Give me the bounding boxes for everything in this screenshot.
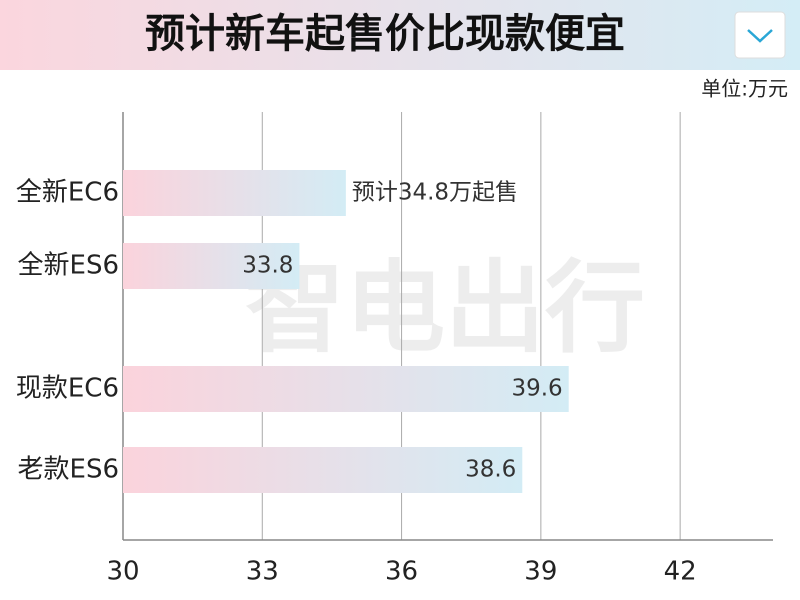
x-tick-label: 33 [246, 557, 279, 587]
watermark: 智电出行 [245, 249, 645, 366]
bar [123, 170, 346, 216]
y-tick-label: 全新EC6 [16, 178, 119, 208]
data-label: 39.6 [511, 376, 562, 402]
data-label: 33.8 [242, 253, 293, 279]
x-tick-label: 42 [664, 557, 697, 587]
x-tick-label: 36 [385, 557, 418, 587]
data-label: 预计34.8万起售 [352, 180, 518, 206]
x-tick-label: 39 [524, 557, 557, 587]
collapse-button[interactable] [734, 11, 786, 59]
header-bg [0, 0, 800, 70]
data-label: 38.6 [465, 457, 516, 483]
x-tick-label: 30 [106, 557, 139, 587]
y-tick-label: 全新ES6 [18, 251, 119, 281]
title: 预计新车起售价比现款便宜 [145, 11, 625, 57]
bar [123, 447, 523, 493]
unit-label: 单位:万元 [701, 77, 788, 101]
y-tick-label: 现款EC6 [16, 374, 119, 404]
bar [123, 366, 569, 412]
bar [123, 243, 300, 289]
y-tick-label: 老款ES6 [18, 455, 119, 485]
